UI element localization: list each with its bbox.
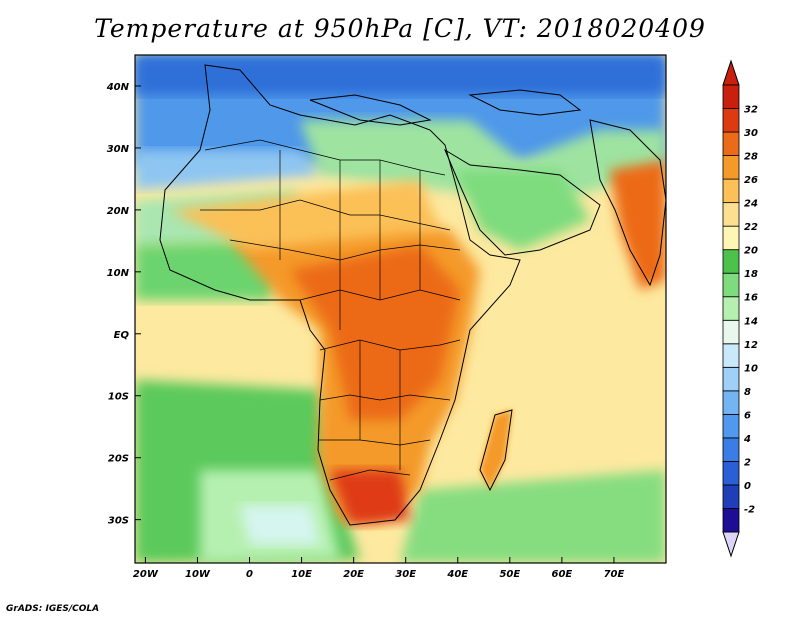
colorbar-label: 26 <box>744 175 758 186</box>
y-tick-label: EQ <box>114 330 130 341</box>
country-borders <box>200 139 461 481</box>
colorbar-segment <box>722 343 740 368</box>
colorbar-label: 30 <box>744 128 758 139</box>
colorbar-label: 12 <box>744 340 758 351</box>
colorbar-label: 6 <box>744 410 751 421</box>
x-axis-ticks: 20W 10W 0 10E 20E 30E 40E 50E 60E 70E <box>133 557 625 580</box>
x-tick-label: 40E <box>446 569 468 580</box>
colorbar-segment <box>722 390 740 415</box>
colorbar-segment <box>722 366 740 392</box>
colorbar-segment <box>722 155 740 180</box>
colorbar-label: 24 <box>744 199 758 210</box>
y-tick-label: 20S <box>108 454 129 465</box>
colorbar-label: 4 <box>743 434 751 445</box>
x-tick-label: 20E <box>343 569 364 580</box>
colorbar-segment <box>722 249 740 274</box>
colorbar-label: 14 <box>744 316 758 327</box>
y-tick-label: 20N <box>107 206 130 217</box>
colorbar-label: 8 <box>744 387 751 398</box>
colorbar-segment <box>722 84 740 109</box>
colorbar-label: 22 <box>744 222 758 233</box>
x-tick-label: 20W <box>133 569 159 580</box>
colorbar-label: 16 <box>744 293 758 304</box>
coastlines <box>159 64 666 526</box>
x-tick-label: 10W <box>185 569 211 580</box>
y-tick-label: 10N <box>107 268 130 279</box>
colorbar-label: 28 <box>744 152 758 163</box>
colorbar-over-arrow <box>722 59 740 86</box>
colorbar-segment <box>722 225 740 251</box>
y-tick-label: 30N <box>107 144 130 155</box>
colorbar-label: 10 <box>744 363 758 374</box>
colorbar-segment <box>722 296 740 321</box>
colorbar-label: 32 <box>744 105 758 116</box>
chart-title: Temperature at 950hPa [C], VT: 201802040… <box>94 14 706 43</box>
colorbar-segment <box>722 108 740 133</box>
y-axis-ticks: 40N 30N 20N 10N EQ 10S 20S 30S <box>106 82 141 527</box>
x-tick-label: 60E <box>552 569 573 580</box>
colorbar-segment <box>722 413 740 439</box>
colorbar-segment <box>722 484 740 509</box>
grads-credit: GrADS: IGES/COLA <box>6 604 100 614</box>
colorbar-segment <box>722 508 740 533</box>
colorbar-under-arrow <box>722 531 740 558</box>
y-tick-label: 30S <box>108 516 129 527</box>
colorbar-segment <box>722 319 740 345</box>
x-tick-label: 70E <box>604 569 625 580</box>
colorbar-segment <box>722 178 740 204</box>
colorbar-segment <box>722 461 740 486</box>
map-border <box>134 54 667 564</box>
colorbar-label: -2 <box>744 504 755 515</box>
colorbar-label: 0 <box>744 481 751 492</box>
x-tick-label: 50E <box>499 569 520 580</box>
y-tick-label: 10S <box>108 392 129 403</box>
colorbar-segment <box>722 437 740 462</box>
temperature-field <box>135 55 666 563</box>
colorbar-segment <box>722 131 740 156</box>
colorbar-segment <box>722 202 740 227</box>
colorbar-label: 20 <box>744 246 758 257</box>
x-tick-label: 10E <box>291 569 312 580</box>
colorbar-segment <box>722 272 740 298</box>
x-tick-label: 30E <box>395 569 416 580</box>
colorbar-label: 2 <box>744 457 751 468</box>
colorbar-label: 18 <box>744 269 758 280</box>
y-tick-label: 40N <box>106 82 130 93</box>
x-tick-label: 0 <box>246 569 253 580</box>
